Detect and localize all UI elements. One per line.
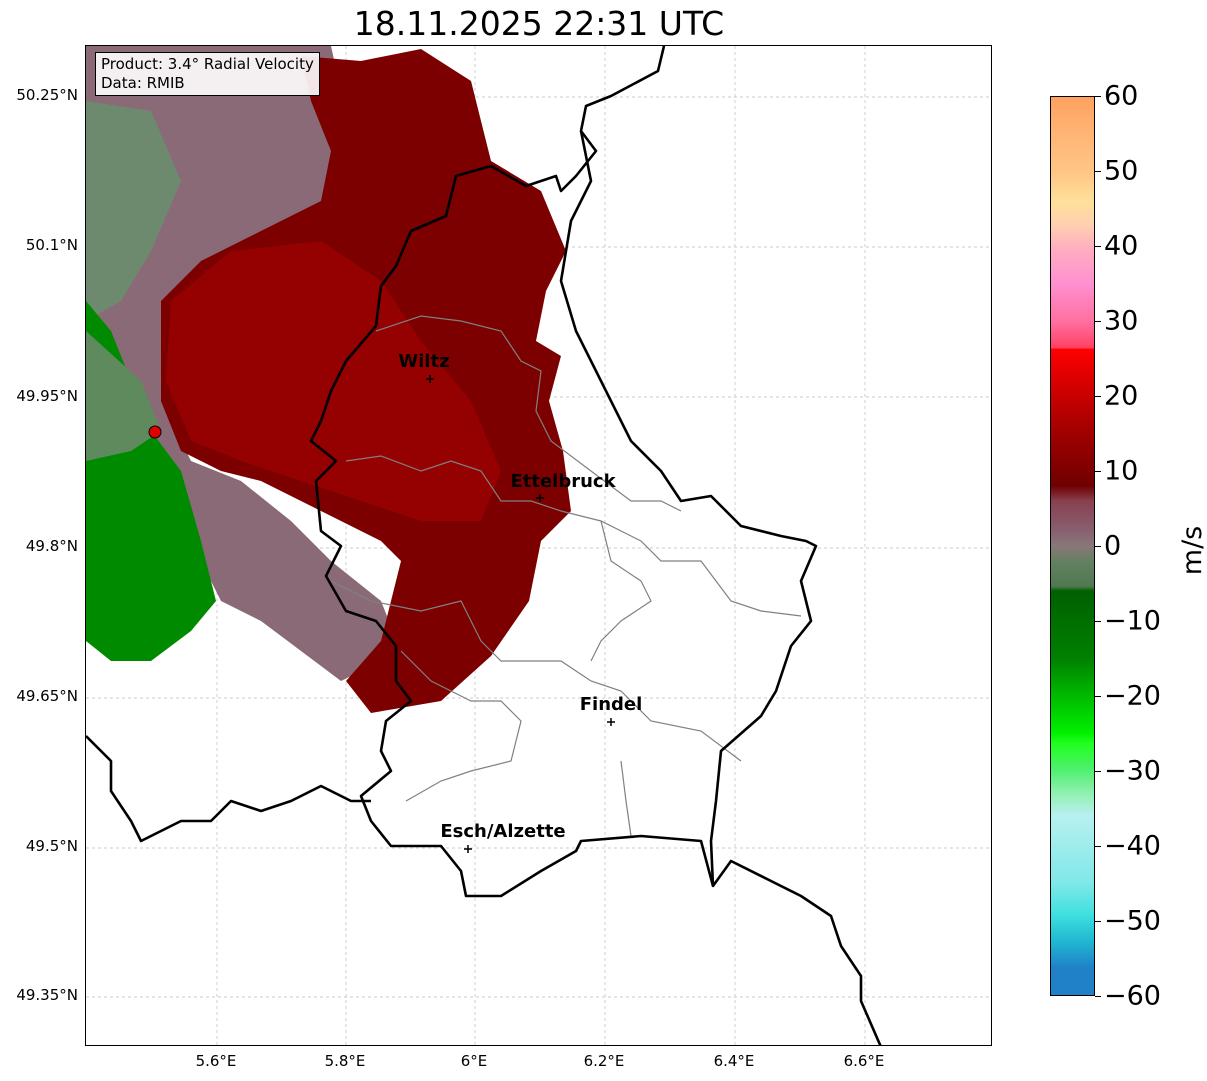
city-label-findel: Findel [579,694,643,715]
map-canvas [86,46,991,1045]
lon-tick: 5.8°E [324,1052,366,1070]
velocity-colorbar [1050,96,1095,996]
radar-site-marker [148,425,162,439]
colorbar-tick [1095,846,1101,847]
data-source-label: Data: RMIB [101,74,185,92]
echo-inbound-light [86,331,161,461]
city-label-wiltz: Wiltz [398,351,450,372]
lon-tick: 6.2°E [583,1052,625,1070]
echo-grey-west [86,101,181,321]
colorbar-tick [1095,321,1101,322]
echo-outbound-core [166,241,501,521]
colorbar-tick [1095,921,1101,922]
product-label: Product: 3.4° Radial Velocity [101,55,314,73]
colorbar-tick-label: 0 [1104,530,1122,562]
colorbar-tick-label: 40 [1104,230,1139,262]
colorbar-tick [1095,471,1101,472]
lat-tick: 50.1°N [25,236,78,254]
city-label-ettelbruck: Ettelbruck [510,471,616,492]
colorbar-unit-label: m/s [1177,525,1207,576]
lon-tick: 6.4°E [713,1052,755,1070]
city-label-esch-alzette: Esch/Alzette [440,821,566,842]
lat-tick: 49.95°N [16,387,78,405]
colorbar-tick-label: 60 [1104,80,1139,112]
lon-tick: 5.6°E [195,1052,237,1070]
colorbar-tick-label: −10 [1104,605,1161,637]
colorbar-tick-label: −40 [1104,830,1161,862]
colorbar-tick [1095,771,1101,772]
colorbar-tick-label: −20 [1104,680,1161,712]
city-markers [426,375,615,853]
colorbar-tick-label: −30 [1104,755,1161,787]
product-info-box: Product: 3.4° Radial Velocity Data: RMIB [95,52,320,96]
lat-tick: 50.25°N [16,86,78,104]
colorbar-tick [1095,546,1101,547]
colorbar-tick [1095,696,1101,697]
colorbar-tick [1095,96,1101,97]
colorbar-tick-label: −50 [1104,905,1161,937]
lat-tick: 49.8°N [25,537,78,555]
lat-tick: 49.5°N [25,837,78,855]
colorbar-tick [1095,396,1101,397]
colorbar-tick [1095,621,1101,622]
country-borders [86,46,882,1045]
radar-map: Product: 3.4° Radial Velocity Data: RMIB [85,45,992,1046]
colorbar-tick-label: −60 [1104,980,1161,1012]
colorbar-tick [1095,246,1101,247]
colorbar-tick [1095,171,1101,172]
colorbar-tick-label: 30 [1104,305,1139,337]
lon-tick: 6.6°E [843,1052,885,1070]
colorbar-tick-label: 10 [1104,455,1139,487]
colorbar-tick [1095,996,1101,997]
canton-borders [330,315,802,837]
lat-tick: 49.65°N [16,687,78,705]
lon-tick: 6°E [460,1052,488,1070]
colorbar-tick-label: 50 [1104,155,1139,187]
lat-tick: 49.35°N [16,986,78,1004]
map-title: 18.11.2025 22:31 UTC [353,4,725,43]
colorbar-tick-label: 20 [1104,380,1139,412]
